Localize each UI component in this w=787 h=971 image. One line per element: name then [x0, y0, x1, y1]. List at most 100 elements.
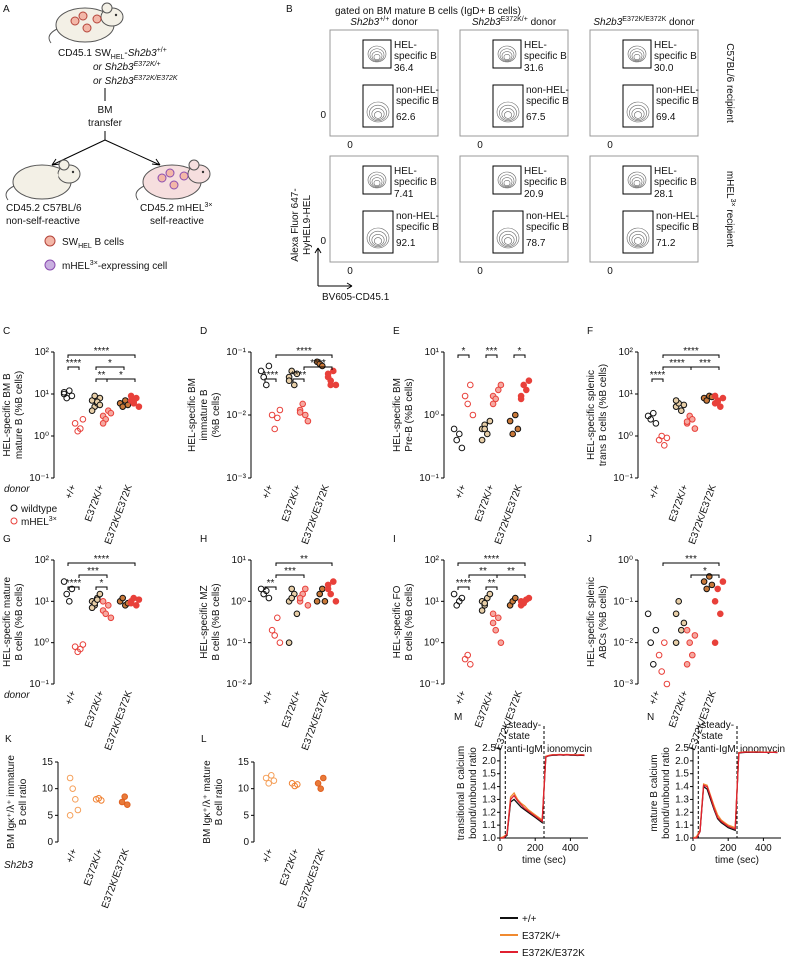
- y-axis-label: bound/unbound ratio: [661, 747, 672, 839]
- data-point: [71, 643, 79, 650]
- significance-label: **: [507, 566, 515, 577]
- contour: [633, 237, 643, 245]
- data-point: [497, 381, 505, 389]
- text-part: Sh2b3: [128, 48, 157, 59]
- text-part: B cells: [92, 237, 124, 248]
- significance-label: ****: [94, 346, 110, 357]
- data-point: [464, 400, 472, 408]
- annotation: state: [701, 731, 723, 742]
- data-point: [525, 377, 533, 385]
- cell-icon: [82, 23, 92, 33]
- gate-label: specific B: [524, 51, 567, 62]
- mouse-tail: [135, 185, 145, 201]
- contour: [371, 51, 383, 61]
- y-axis-label: BM Igκ⁺/λ⁺ immature: [6, 755, 17, 849]
- y-tick-label: 10²: [619, 347, 634, 358]
- donor-label: CD45.1 SWHEL-Sh2b3+/+: [58, 47, 167, 61]
- data-point: [299, 400, 307, 408]
- y-axis-label: HEL-specific FO: [392, 585, 403, 658]
- contour: [367, 171, 387, 189]
- row-label: C57BL/6 recipient: [724, 43, 735, 123]
- contour: [633, 111, 643, 119]
- y-tick-label: 1.3: [482, 794, 496, 805]
- y-axis-label: Alexa Fluor 647-: [290, 188, 301, 261]
- data-point: [330, 578, 337, 585]
- contour: [496, 101, 520, 123]
- contour: [631, 234, 645, 246]
- gate-label: specific B: [394, 177, 437, 188]
- gate: [362, 210, 394, 254]
- recipient-label: self-reactive: [150, 216, 204, 227]
- data-point: [327, 381, 335, 389]
- data-point: [327, 590, 335, 598]
- data-point: [293, 610, 301, 618]
- y-axis-label: HEL-specific BM B: [2, 373, 13, 457]
- y-tick-label: 10⁻¹: [419, 473, 439, 484]
- significance-label: *: [108, 358, 112, 369]
- y-axis-label: Pre-B (%B cells): [404, 378, 415, 451]
- data-point: [450, 590, 458, 598]
- y-tick-label: 10⁻¹: [29, 473, 49, 484]
- data-point: [124, 401, 132, 409]
- x-tick-label: 0: [497, 843, 503, 854]
- data-point: [314, 780, 322, 787]
- significance-bracket: [513, 354, 526, 358]
- legend-marker: [10, 504, 18, 512]
- data-point: [77, 425, 84, 432]
- data-point: [453, 602, 461, 609]
- significance-bracket: [264, 378, 277, 382]
- data-point: [478, 436, 486, 444]
- x-tick-label: E372K/E372K: [300, 483, 332, 546]
- data-point: [66, 774, 74, 782]
- data-point: [520, 381, 528, 389]
- data-point: [274, 414, 281, 422]
- cell-icon: [35, 168, 45, 178]
- text-part: donor: [389, 17, 418, 28]
- x-tick-label: +/+: [648, 483, 663, 500]
- data-point: [135, 596, 143, 603]
- significance-label: **: [300, 554, 308, 565]
- data-point: [271, 425, 279, 433]
- text-part: HEL: [78, 243, 92, 250]
- donor-label: donor: [4, 690, 30, 701]
- panel-letter: H: [200, 534, 207, 545]
- x-tick-label: E372K/+: [83, 689, 107, 729]
- data-point: [324, 370, 332, 378]
- gate-label: HEL-: [524, 166, 547, 177]
- y-axis-label: transitional B calcium: [456, 746, 467, 840]
- flow-frame: [459, 29, 569, 137]
- gate-value: 67.5: [526, 112, 546, 123]
- contour: [633, 53, 641, 61]
- cell-icon: [169, 180, 179, 190]
- text-part: recipient: [724, 207, 735, 248]
- y-tick-label: 10⁰: [618, 555, 633, 566]
- data-point: [495, 614, 502, 622]
- data-point: [319, 585, 326, 593]
- x-tick-label: +/+: [261, 483, 276, 500]
- donor-option: or Sh2b3E372K/+: [93, 61, 161, 73]
- gate: [492, 210, 524, 254]
- data-point: [486, 590, 494, 598]
- gate-value: 31.6: [524, 63, 544, 74]
- x-tick-label: E372K/E372K: [103, 483, 135, 546]
- gate-value: 62.6: [396, 112, 416, 123]
- y-tick-label: 0: [243, 837, 249, 848]
- y-axis-label: B cells (%B cells): [404, 583, 415, 660]
- contour: [499, 48, 515, 62]
- legend-marker: [10, 517, 18, 525]
- y-axis-label: (%B cells): [211, 392, 222, 437]
- gate: [362, 165, 392, 195]
- y-tick-label: 15: [42, 757, 54, 768]
- y-tick-label: 5: [47, 810, 53, 821]
- y-tick-label: 10⁰: [231, 596, 246, 607]
- data-point: [96, 401, 104, 409]
- significance-bracket: [106, 378, 136, 382]
- gate-label: specific B: [654, 177, 697, 188]
- y-tick-label: 1.3: [675, 794, 689, 805]
- data-point: [294, 781, 301, 788]
- data-point: [263, 381, 270, 389]
- data-point: [98, 797, 105, 804]
- text-part: E372K/+: [134, 61, 161, 68]
- contour: [499, 230, 517, 248]
- text-part: +/+: [379, 16, 389, 23]
